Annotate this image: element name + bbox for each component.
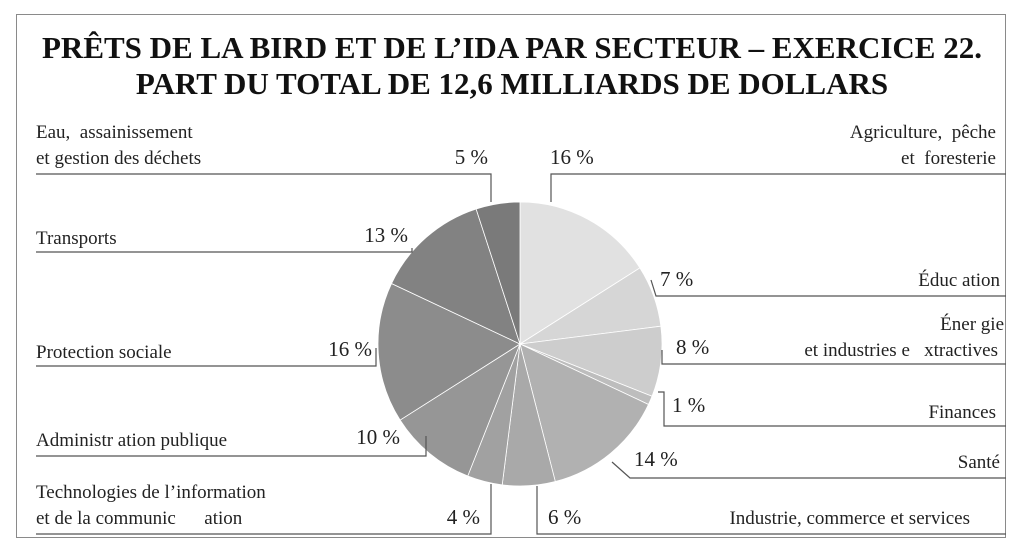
slice-category-label: et industries e xtractives <box>804 340 998 361</box>
leader-line <box>661 350 1006 365</box>
slice-category-label: et de la communic ation <box>36 508 243 529</box>
slice-value-label: 10 % <box>356 425 400 449</box>
slice-category-label: Éduc ation <box>918 269 1000 291</box>
pie-slice <box>390 208 521 345</box>
slice-category-label: Eau, assainissement <box>36 122 193 143</box>
slice-category-label: Technologies de l’information <box>36 482 266 503</box>
leader-line <box>36 248 413 253</box>
slice-value-label: 7 % <box>660 267 693 291</box>
slice-value-label: 14 % <box>634 447 678 471</box>
slice-category-label: Industrie, commerce et services <box>729 508 970 529</box>
slice-category-label: Santé <box>958 452 1000 473</box>
slice-category-label: Administr ation publique <box>36 430 227 451</box>
title-line-2: PART DU TOTAL DE 12,6 MILLIARDS DE DOLLA… <box>135 66 889 101</box>
chart-title: PRÊTS DE LA BIRD ET DE L’IDA PAR SECTEUR… <box>0 30 1024 102</box>
pie-slice <box>519 343 650 483</box>
title-line-1: PRÊTS DE LA BIRD ET DE L’IDA PAR SECTEUR… <box>42 30 982 65</box>
pie-slice <box>519 201 641 345</box>
slice-category-label: Agriculture, pêche <box>850 122 996 143</box>
slice-value-label: 16 % <box>550 145 594 169</box>
leader-line <box>36 173 492 202</box>
slice-category-label: Finances <box>928 402 996 423</box>
slice-category-label: Protection sociale <box>36 342 172 363</box>
slice-category-label: Transports <box>36 228 117 249</box>
slice-value-label: 8 % <box>676 335 709 359</box>
leader-line <box>536 486 1006 535</box>
slice-value-label: 6 % <box>548 505 581 529</box>
slice-category-label: Éner gie <box>940 313 1004 335</box>
slice-value-label: 5 % <box>455 145 488 169</box>
leader-line <box>36 436 427 457</box>
slice-category-label: et gestion des déchets <box>36 148 201 169</box>
pie-slice <box>377 283 521 421</box>
leader-line <box>550 173 1006 202</box>
leader-line <box>658 391 1006 427</box>
slice-value-label: 1 % <box>672 393 705 417</box>
slice-value-label: 13 % <box>364 223 408 247</box>
leader-line <box>36 348 377 367</box>
leader-line <box>36 484 492 535</box>
pie-slice <box>475 201 521 345</box>
slice-category-label: et foresterie <box>901 148 996 169</box>
slice-value-label: 16 % <box>328 337 372 361</box>
leader-line <box>611 461 1006 479</box>
pie-slice <box>399 343 521 477</box>
slice-value-label: 4 % <box>447 505 480 529</box>
leader-line <box>650 279 1006 297</box>
